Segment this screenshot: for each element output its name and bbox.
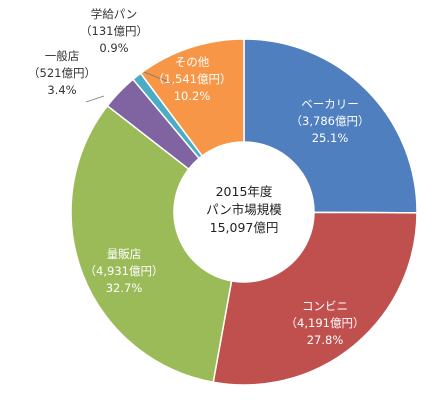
center-label-line-1: 2015年度	[216, 184, 273, 199]
slice-label-amount-3: （521億円）	[28, 66, 96, 80]
leader-lines	[85, 71, 175, 103]
slice-label-percent-4: 0.9%	[99, 41, 128, 55]
slice-label-percent-5: 10.2%	[174, 89, 211, 103]
slice-label-amount-4: （131億円）	[80, 24, 148, 38]
donut-slices	[70, 38, 418, 386]
center-label: 2015年度 パン市場規模 15,097億円	[206, 184, 282, 235]
leader-line-4	[143, 71, 175, 85]
slice-label-name-5: その他	[175, 55, 210, 69]
slice-label-amount-1: （4,191億円）	[286, 316, 365, 330]
slice-2	[70, 104, 233, 384]
leader-line-3	[85, 95, 105, 103]
slice-label-percent-2: 32.7%	[106, 281, 143, 295]
slice-label-percent-0: 25.1%	[312, 131, 349, 145]
slice-label-name-0: ベーカリー	[301, 97, 359, 111]
slice-label-name-2: 量販店	[107, 247, 142, 261]
slice-label-name-4: 学給パン	[91, 7, 138, 21]
center-label-line-2: パン市場規模	[206, 202, 282, 217]
slice-1	[212, 211, 418, 386]
center-label-line-3: 15,097億円	[210, 220, 279, 235]
slice-label-percent-1: 27.8%	[307, 333, 344, 347]
slice-label-amount-5: （1,541億円）	[153, 72, 232, 86]
slice-0	[243, 38, 418, 214]
slice-label-amount-2: （4,931億円）	[85, 264, 164, 278]
slice-5	[139, 38, 245, 157]
slice-labels: ベーカリー （3,786億円） 25.1% コンビニ （4,191億円） 27.8% 量販店…	[28, 7, 369, 347]
slice-label-amount-0: （3,786億円）	[291, 114, 370, 128]
slice-label-name-1: コンビニ	[302, 299, 348, 313]
slice-label-name-3: 一般店	[45, 49, 80, 63]
slice-label-percent-3: 3.4%	[47, 83, 76, 97]
